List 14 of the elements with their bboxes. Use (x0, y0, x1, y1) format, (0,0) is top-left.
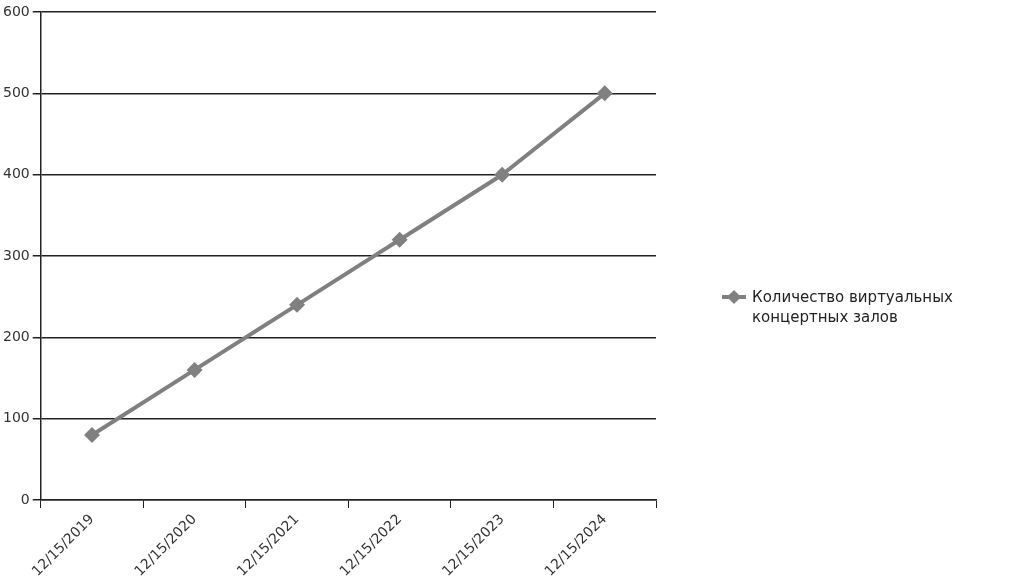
point (494, 166, 511, 183)
y-tick-label: 100 (2, 409, 30, 426)
y-tick-label: 300 (2, 246, 30, 263)
y-tick-label: 200 (2, 328, 30, 345)
y-tick-label: 400 (2, 165, 30, 182)
y-tick-label: 0 (20, 490, 30, 507)
point (289, 296, 306, 313)
y-tick-label: 500 (2, 83, 30, 100)
legend-label: Количество виртуальных концертных залов (752, 287, 954, 327)
point (391, 231, 408, 248)
y-tick-label: 600 (2, 2, 30, 19)
point (84, 426, 100, 443)
point (596, 85, 613, 102)
point (186, 361, 203, 378)
